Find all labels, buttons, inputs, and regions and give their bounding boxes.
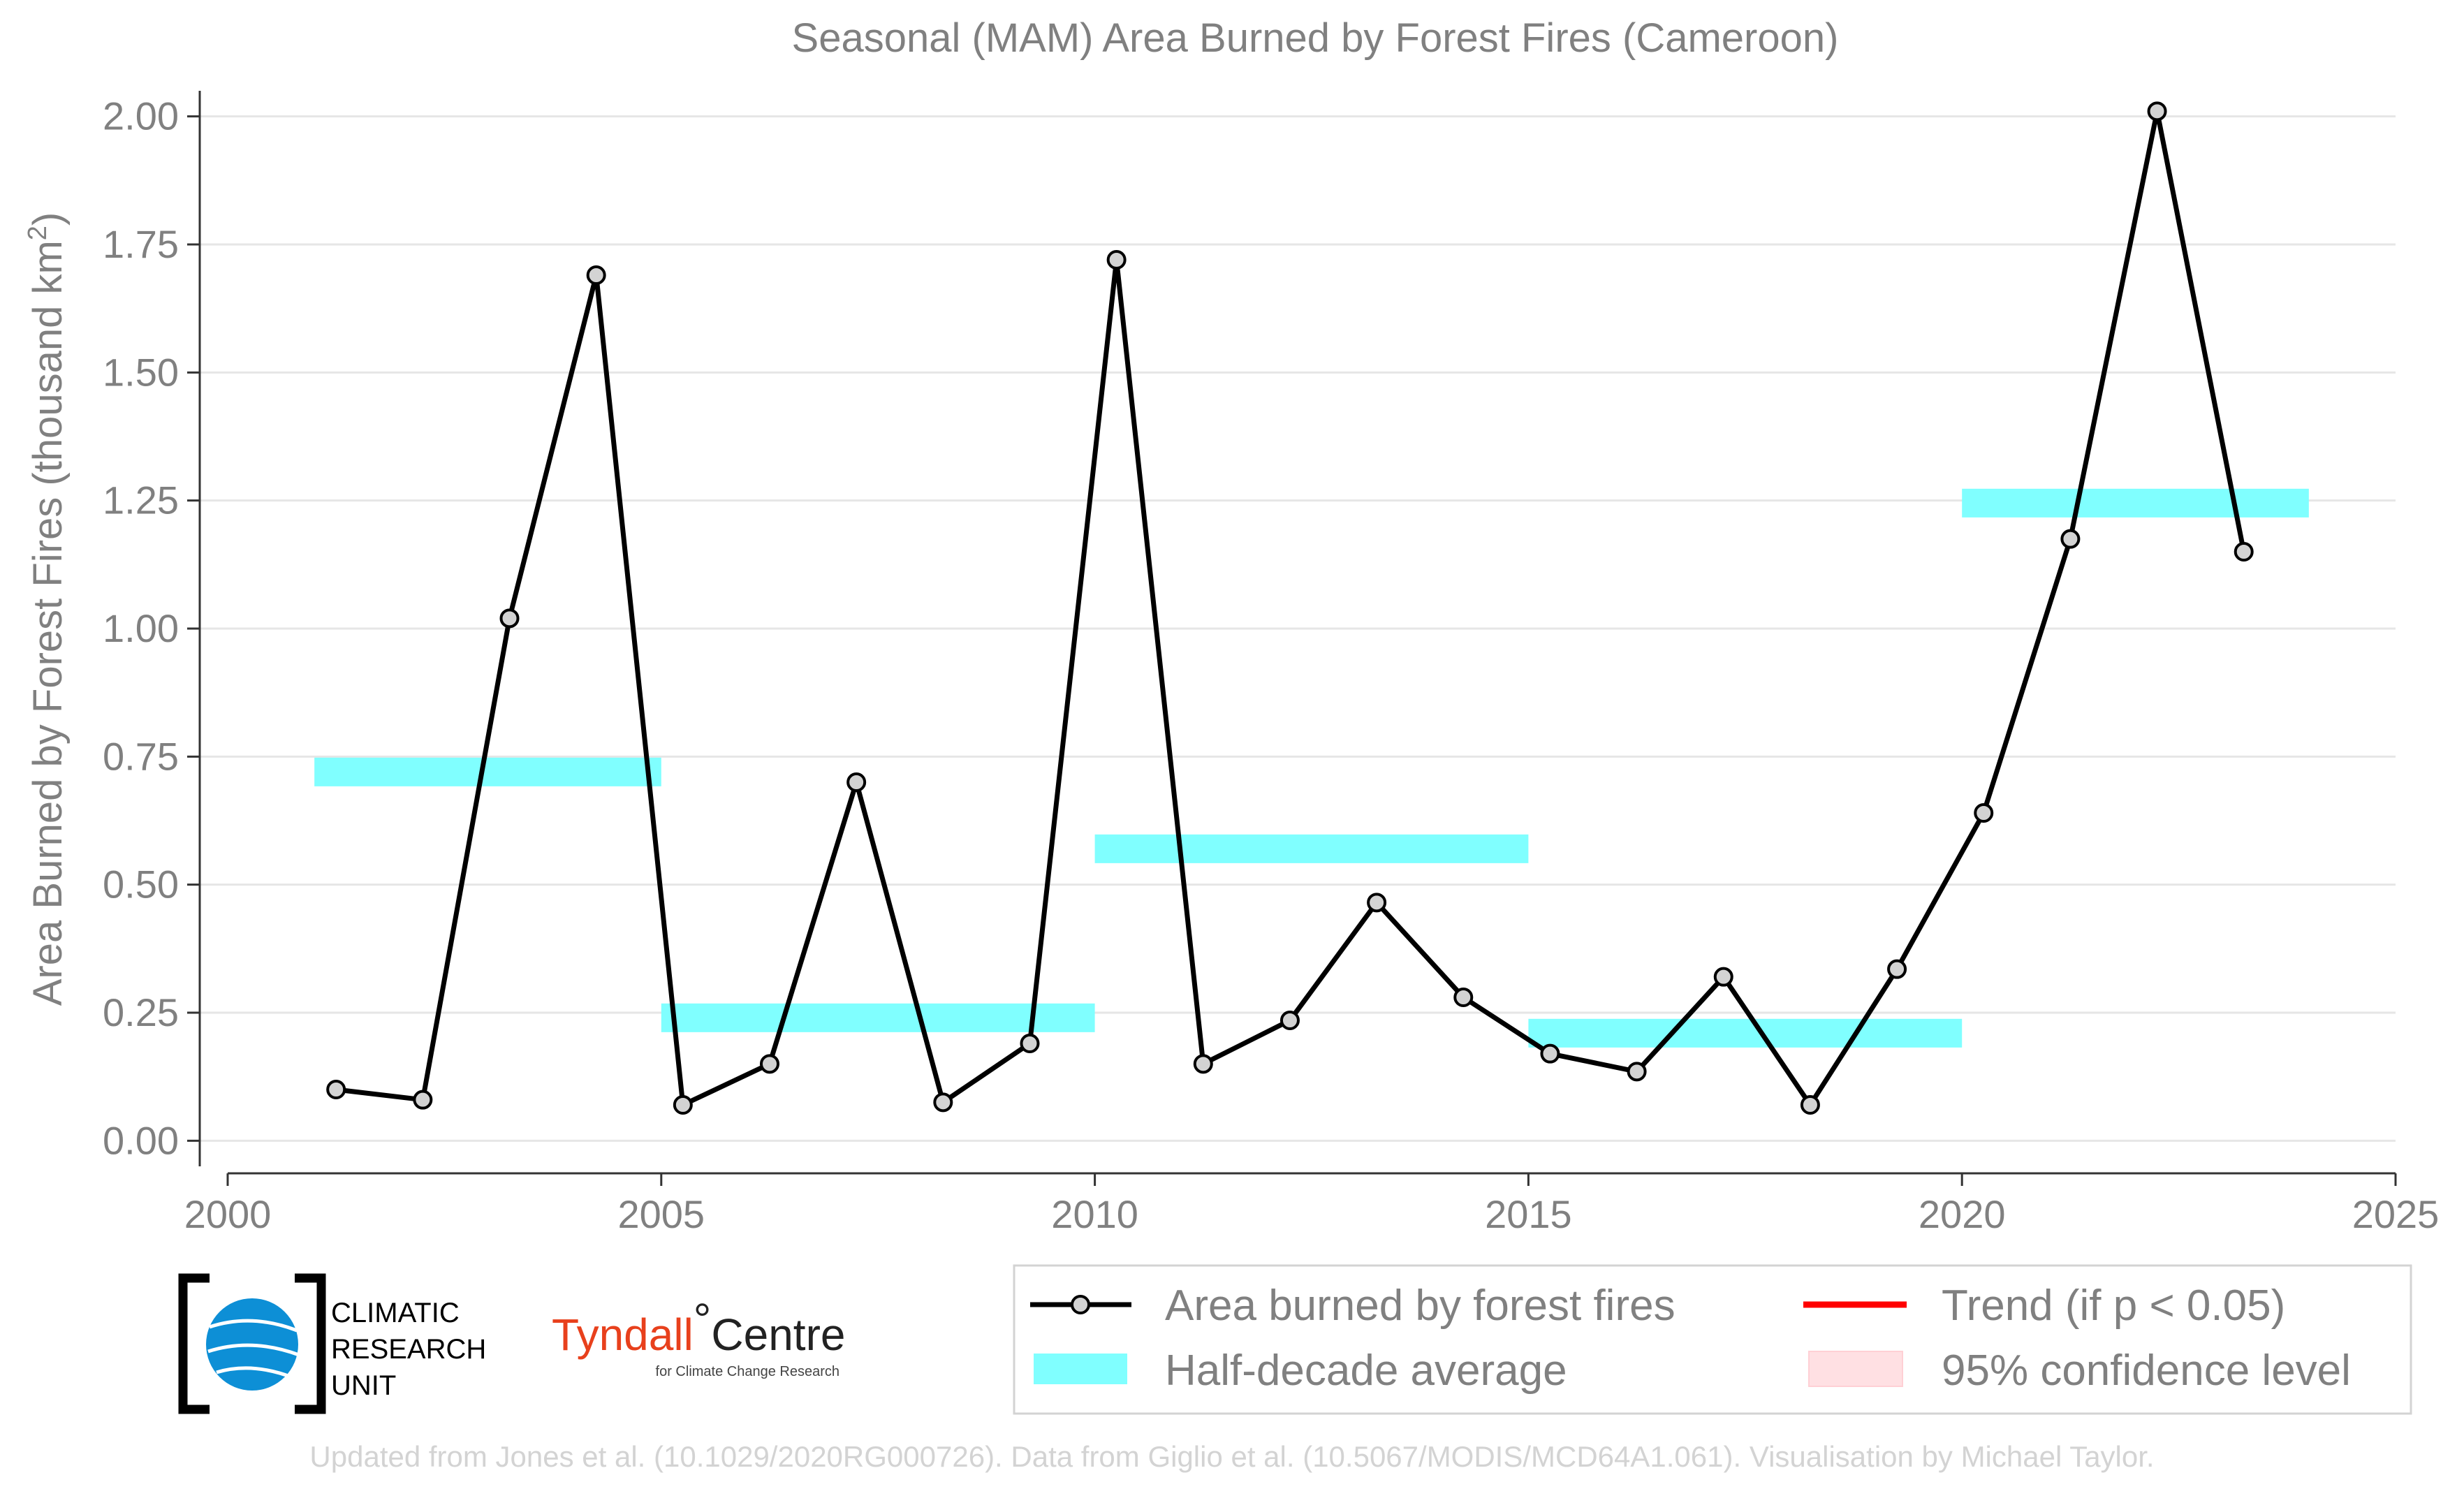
data-point <box>326 1080 346 1099</box>
tyndall-logo-subtitle: for Climate Change Research <box>656 1364 839 1379</box>
y-axis-label-text: Area Burned by Forest Fires (thousand km <box>25 240 71 1006</box>
legend: Area burned by forest fires Trend (if p … <box>1013 1264 2412 1415</box>
half-decade-average-bars <box>314 488 2309 1048</box>
tyndall-logo-main: Tyndall°Centre <box>552 1294 845 1360</box>
data-point <box>1279 1011 1300 1030</box>
y-tick-label: 1.50 <box>103 350 179 394</box>
y-tick-label: 1.75 <box>103 222 179 266</box>
data-point <box>1106 250 1127 270</box>
x-tick-label: 2005 <box>618 1192 705 1236</box>
legend-item-confidence: 95% confidence level <box>1808 1347 2351 1395</box>
x-tick-label: 2020 <box>1919 1192 2006 1236</box>
half-decade-bar <box>314 757 661 786</box>
half-decade-bar <box>1962 488 2309 518</box>
y-tick-label: 1.00 <box>103 606 179 650</box>
half-decade-bar <box>1528 1018 1963 1048</box>
legend-label-half-decade: Half-decade average <box>1165 1347 1567 1395</box>
grid-lines <box>200 115 2396 1142</box>
data-point <box>2234 542 2254 562</box>
chart-title: Seasonal (MAM) Area Burned by Forest Fir… <box>792 15 1839 61</box>
y-tick-label: 1.25 <box>103 478 179 522</box>
y-tick-label: 0.25 <box>103 990 179 1034</box>
y-axis-label-close: ) <box>25 212 71 226</box>
data-point <box>499 608 520 629</box>
legend-marker-icon <box>1071 1295 1090 1314</box>
data-point <box>2147 101 2167 122</box>
x-tick-label: 2010 <box>1051 1192 1138 1236</box>
data-point <box>586 265 606 285</box>
cru-logo-line-3: UNIT <box>331 1370 396 1401</box>
data-point <box>1887 959 1907 979</box>
half-decade-bar <box>661 1003 1095 1032</box>
data-point <box>1800 1095 1820 1115</box>
y-axis-label: Area Burned by Forest Fires (thousand km… <box>23 212 71 1006</box>
data-point <box>673 1095 693 1115</box>
y-axis-label-superscript: 2 <box>23 226 52 240</box>
series-line <box>335 108 2247 1108</box>
legend-item-area-burned: Area burned by forest fires <box>1030 1282 1675 1330</box>
legend-item-trend: Trend (if p < 0.05) <box>1803 1282 2285 1330</box>
credit-line: Updated from Jones et al. (10.1029/2020R… <box>309 1440 2154 1473</box>
data-point <box>933 1092 953 1113</box>
y-tick-label: 2.00 <box>103 94 179 138</box>
data-point <box>760 1054 779 1074</box>
cru-logo: CLIMATIC RESEARCH UNIT <box>178 1273 486 1414</box>
data-point <box>2060 529 2081 549</box>
x-tick-label: 2025 <box>2352 1192 2440 1236</box>
cru-logo-line-2: RESEARCH <box>331 1334 486 1365</box>
data-point <box>1713 967 1733 987</box>
legend-item-half-decade: Half-decade average <box>1034 1347 1567 1395</box>
legend-frame <box>1013 1264 2412 1415</box>
y-tick-label: 0.50 <box>103 863 179 907</box>
tyndall-logo-centre: Centre <box>711 1310 845 1360</box>
legend-label-trend: Trend (if p < 0.05) <box>1942 1282 2285 1330</box>
data-point <box>413 1090 433 1110</box>
data-point <box>1974 803 1994 823</box>
data-point <box>1540 1043 1560 1064</box>
data-point <box>846 772 867 792</box>
data-point <box>1367 893 1387 913</box>
globe-icon-lines <box>207 1319 300 1379</box>
data-point <box>1627 1062 1647 1082</box>
data-point <box>1453 988 1474 1007</box>
legend-label-area-burned: Area burned by forest fires <box>1165 1282 1675 1330</box>
series-area-burned <box>326 101 2254 1115</box>
cru-logo-bracket-right <box>295 1273 326 1414</box>
data-point <box>1020 1034 1040 1053</box>
y-tick-label: 0.75 <box>103 734 179 778</box>
x-tick-label: 2015 <box>1485 1192 1572 1236</box>
x-tick-label: 2000 <box>184 1192 272 1236</box>
half-decade-bar <box>1094 834 1529 863</box>
y-tick-label: 0.00 <box>103 1118 179 1162</box>
cru-logo-line-1: CLIMATIC <box>331 1298 460 1328</box>
tyndall-logo-degree: ° <box>694 1294 712 1344</box>
legend-label-confidence: 95% confidence level <box>1942 1347 2351 1395</box>
axes: 0.00 0.25 0.50 0.75 1.00 1.25 1.50 1.75 2.00 2000… <box>103 91 2439 1236</box>
tyndall-logo: Tyndall°Centre for Climate Change Resear… <box>552 1294 845 1379</box>
cru-logo-bracket <box>178 1273 210 1414</box>
data-point <box>1193 1054 1213 1074</box>
